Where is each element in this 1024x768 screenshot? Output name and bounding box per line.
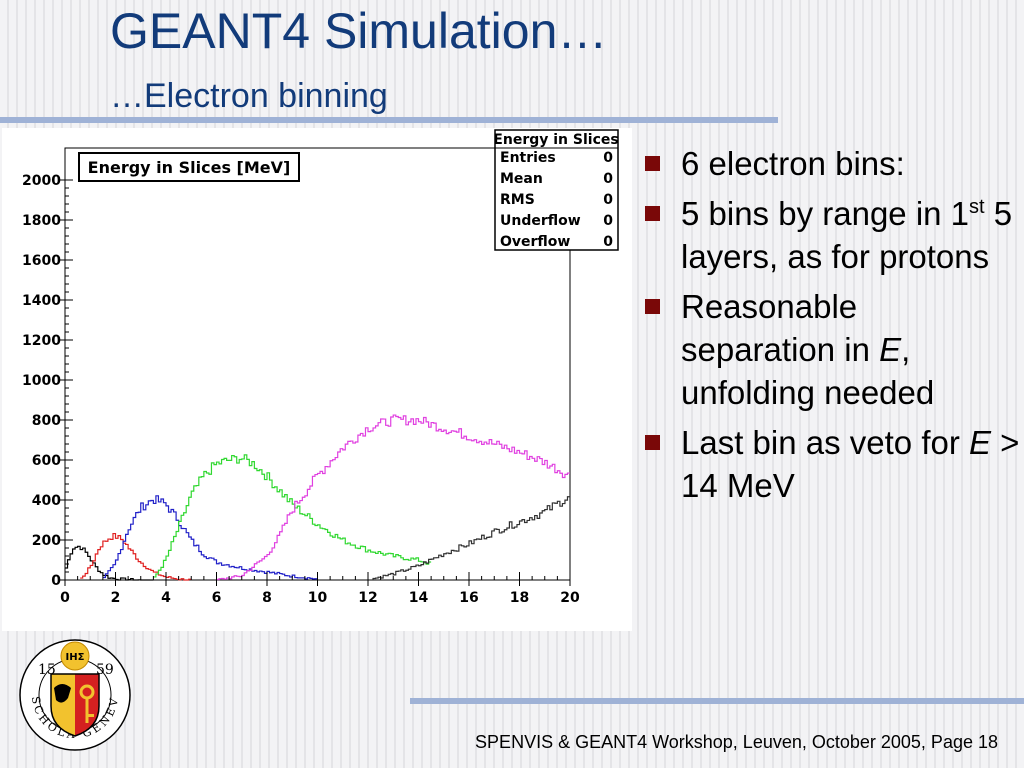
plot-frame (64, 147, 571, 581)
stats-label-mean: Mean (500, 171, 543, 187)
y-tick-label: 2000 (22, 173, 61, 189)
x-tick-label: 6 (212, 590, 222, 606)
stats-row: Overflow 0 (500, 234, 613, 250)
sun-icon: IHΣ (60, 641, 90, 671)
title-divider (0, 117, 778, 123)
stats-label-rms: RMS (500, 192, 535, 208)
stats-row: Underflow 0 (500, 213, 613, 229)
histogram-series-2 (80, 532, 192, 581)
stats-label-overflow: Overflow (500, 234, 570, 250)
bullet-emphasis: E (879, 331, 902, 368)
square-bullet-icon (645, 435, 660, 450)
x-tick-label: 18 (510, 590, 529, 606)
sun-text: IHΣ (66, 652, 85, 663)
bullet-item: Last bin as veto for E > 14 MeV (640, 421, 1020, 507)
square-bullet-icon (645, 156, 660, 171)
bullet-text: Last bin as veto for (681, 424, 969, 461)
stats-label-entries: Entries (500, 150, 556, 166)
stats-value-entries: 0 (603, 150, 613, 166)
y-tick-label: 1200 (22, 333, 61, 349)
histogram-series-6 (368, 496, 570, 581)
stats-row: Mean 0 (500, 171, 613, 187)
histogram-series-5 (216, 414, 570, 581)
histogram-series-4 (153, 454, 432, 578)
square-bullet-icon (645, 206, 660, 221)
x-tick-label: 10 (308, 590, 328, 606)
stats-label-underflow: Underflow (500, 213, 581, 229)
slide-title: GEANT4 Simulation… (110, 3, 608, 59)
chart-title-box (78, 152, 300, 182)
bullet-text: 6 electron bins: (681, 145, 905, 182)
stats-value-overflow: 0 (603, 234, 613, 250)
y-tick-label: 400 (32, 493, 61, 509)
x-tick-label: 0 (60, 590, 70, 606)
bullet-text: , unfolding needed (681, 331, 935, 411)
bullet-text: 5 bins by range in 1 (681, 195, 970, 232)
stats-value-rms: 0 (603, 192, 613, 208)
stats-value-underflow: 0 (603, 213, 613, 229)
y-tick-label: 0 (51, 573, 61, 589)
y-tick-label: 1800 (22, 213, 61, 229)
y-tick-label: 200 (32, 533, 61, 549)
x-tick-label: 16 (459, 590, 478, 606)
bullet-emphasis: E (969, 424, 992, 461)
bullet-text: Reasonable separation in (681, 288, 880, 368)
x-tick-label: 12 (358, 590, 377, 606)
y-tick-label: 600 (32, 453, 61, 469)
stats-box: Energy in Slices Entries 0 Mean 0 RMS 0 Und… (493, 129, 619, 251)
stats-row: RMS 0 (500, 192, 613, 208)
footer-divider (410, 698, 1024, 704)
histogram-series-3 (102, 495, 318, 580)
seal-year-right: 59 (96, 662, 114, 678)
bullet-item: 5 bins by range in 1st 5 layers, as for … (640, 192, 1020, 278)
x-tick-label: 20 (560, 590, 580, 606)
bullet-list: 6 electron bins: 5 bins by range in 1st … (640, 142, 1020, 514)
x-tick-label: 8 (262, 590, 272, 606)
chart-title: Energy in Slices [MeV] (88, 158, 291, 177)
bullet-item: 6 electron bins: (640, 142, 1020, 185)
bullet-superscript: st (969, 196, 985, 218)
university-seal-logo: IHΣ 15 59 SCHOLA GENEVENSIS (16, 636, 131, 751)
y-tick-label: 1600 (22, 253, 61, 269)
y-tick-label: 1000 (22, 373, 61, 389)
x-tick-label: 4 (161, 590, 171, 606)
x-tick-label: 2 (111, 590, 121, 606)
bullet-text: 5 layers, as for protons (681, 195, 1013, 275)
bullet-text: > 14 MeV (681, 424, 1020, 504)
stats-row: Entries 0 (500, 150, 613, 166)
slide-footer: SPENVIS & GEANT4 Workshop, Leuven, Octob… (475, 732, 998, 752)
stats-value-mean: 0 (603, 171, 613, 187)
x-tick-label: 14 (409, 590, 429, 606)
square-bullet-icon (645, 299, 660, 314)
y-tick-label: 1400 (22, 293, 61, 309)
stats-box-title: Energy in Slices (493, 132, 618, 148)
bullet-item: Reasonable separation in E, unfolding ne… (640, 285, 1020, 414)
histogram-panel: 0 200 400 600 800 1000 1200 1400 1600 1800 2000 0 2 4… (2, 128, 632, 631)
slide-subtitle: …Electron binning (110, 77, 388, 115)
y-tick-label: 800 (32, 413, 61, 429)
